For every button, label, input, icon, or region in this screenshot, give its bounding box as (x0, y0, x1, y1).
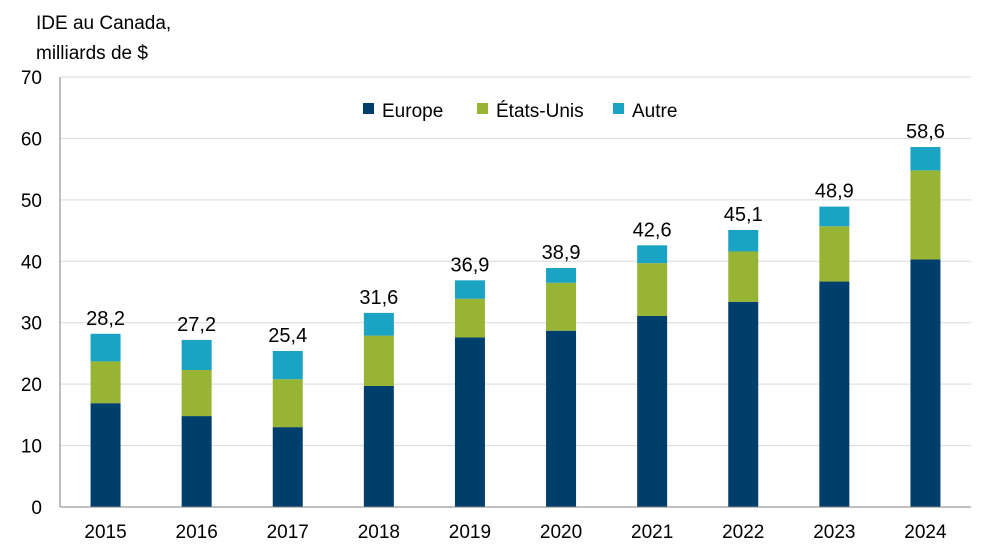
total-label-2022: 45,1 (724, 204, 763, 226)
bar-2024--tats-unis (910, 170, 941, 260)
bar-2020-autre (546, 268, 577, 283)
legend-swatch-europe (363, 103, 374, 114)
bar-2017-autre (272, 350, 303, 380)
bar-2015-autre (90, 333, 121, 362)
legend-swatch-autre (613, 103, 624, 114)
bar-2015-europe (90, 403, 121, 507)
legend-label-autre: Autre (632, 101, 677, 122)
bar-2018--tats-unis (363, 335, 394, 386)
bar-2023-autre (819, 206, 850, 227)
y-axis-label-line-1: IDE au Canada, (36, 13, 171, 34)
y-axis-label-line-2: milliards de $ (36, 43, 148, 64)
x-tick-label-2017: 2017 (267, 522, 309, 543)
x-tick-label-2023: 2023 (813, 522, 855, 543)
total-label-2021: 42,6 (633, 219, 672, 241)
bar-2019-autre (454, 280, 485, 299)
y-tick-label-0: 0 (31, 498, 42, 519)
x-tick-label-2022: 2022 (722, 522, 764, 543)
bar-total-labels: 28,2 27,2 25,4 31,6 36,9 38,9 42,6 45,1 48,9 58,6 (86, 121, 945, 347)
bar-2016--tats-unis (181, 370, 212, 417)
y-tick-label-30: 30 (21, 314, 42, 335)
total-label-2016: 27,2 (177, 314, 216, 336)
axes (59, 77, 971, 508)
bar-2017--tats-unis (272, 379, 303, 428)
bar-2022-autre (728, 229, 759, 252)
y-axis-label: IDE au Canada, milliards de $ (36, 13, 171, 64)
x-tick-label-2021: 2021 (631, 522, 673, 543)
total-label-2017: 25,4 (268, 325, 307, 347)
y-tick-label-10: 10 (21, 437, 42, 458)
total-label-2019: 36,9 (450, 254, 489, 276)
bar-2018-europe (363, 385, 394, 507)
x-tick-label-2020: 2020 (540, 522, 582, 543)
x-tick-label-2015: 2015 (84, 522, 126, 543)
y-tick-label-20: 20 (21, 375, 42, 396)
total-label-2015: 28,2 (86, 308, 125, 330)
bar-2024-autre (910, 147, 941, 171)
y-tick-label-60: 60 (21, 129, 42, 150)
gridlines (60, 76, 971, 447)
bar-2017-europe (272, 427, 303, 507)
y-tick-label-50: 50 (21, 191, 42, 212)
bar-2020-europe (546, 330, 577, 507)
bar-2019-europe (454, 337, 485, 507)
x-tick-label-2019: 2019 (449, 522, 491, 543)
legend-swatch--tats-unis (477, 103, 488, 114)
y-axis-ticks: 0 10 20 30 40 50 60 70 (21, 68, 42, 519)
total-label-2020: 38,9 (542, 242, 581, 264)
total-label-2023: 48,9 (815, 181, 854, 203)
bar-2021--tats-unis (637, 263, 668, 316)
bar-2022--tats-unis (728, 251, 759, 302)
x-tick-label-2018: 2018 (358, 522, 400, 543)
bar-2016-europe (181, 416, 212, 507)
bar-2018-autre (363, 312, 394, 336)
bar-2016-autre (181, 339, 212, 371)
y-tick-label-70: 70 (21, 68, 42, 89)
bar-2020--tats-unis (546, 282, 577, 331)
bars (90, 147, 941, 507)
bar-2021-autre (637, 245, 668, 264)
y-tick-label-40: 40 (21, 252, 42, 273)
bar-2019--tats-unis (454, 298, 485, 338)
total-label-2024: 58,6 (906, 121, 945, 143)
x-tick-label-2024: 2024 (904, 522, 947, 543)
x-axis-ticks: 2015 2016 2017 2018 2019 2020 2021 2022 2023 2024 (84, 522, 947, 543)
bar-2021-europe (637, 315, 668, 507)
bar-2023-europe (819, 281, 850, 507)
legend: Europe États-Unis Autre (363, 101, 677, 122)
total-label-2018: 31,6 (359, 287, 398, 309)
bar-2015--tats-unis (90, 361, 121, 404)
x-tick-label-2016: 2016 (176, 522, 218, 543)
legend-label-europe: Europe (382, 101, 443, 122)
legend-label--tats-unis: États-Unis (496, 101, 584, 122)
bar-2023--tats-unis (819, 226, 850, 282)
bar-2024-europe (910, 259, 941, 507)
bar-2022-europe (728, 301, 759, 507)
